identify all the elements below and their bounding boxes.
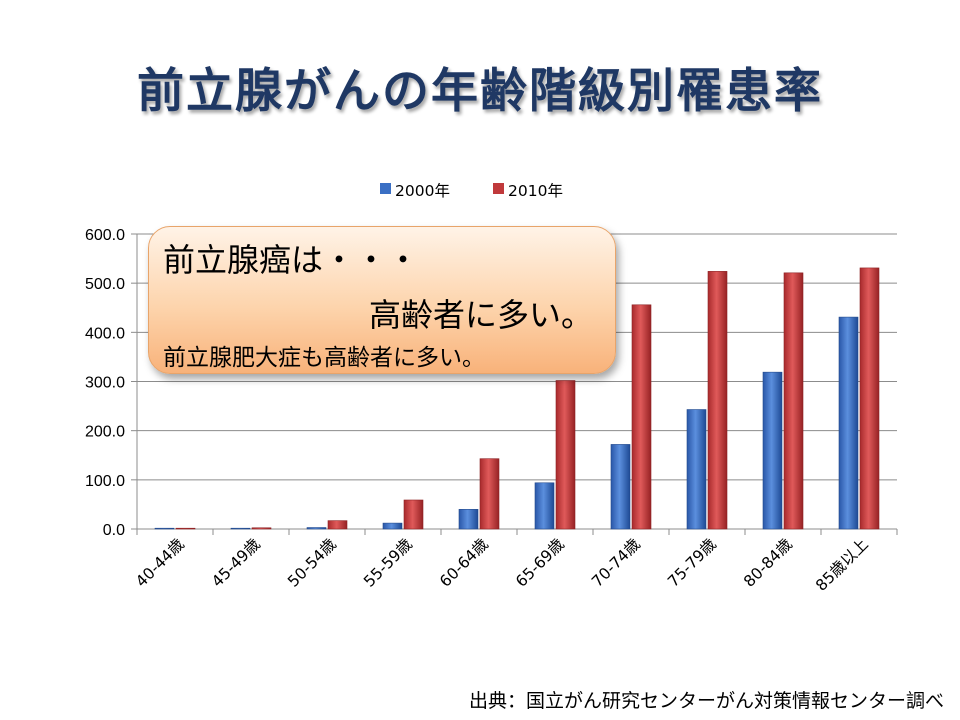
bar-series-1 <box>686 409 707 530</box>
y-tick-labels: 0.0 100.0 200.0 300.0 400.0 500.0 600.0 <box>85 227 125 539</box>
bar-series-2 <box>707 271 728 530</box>
x-category-label: 85歳以上 <box>812 535 872 595</box>
legend-label: 2010年 <box>508 182 563 200</box>
y-tick-label: 100.0 <box>85 473 125 490</box>
x-category-labels: 40-44歳 45-49歳 50-54歳 55-59歳 60-64歳 65-69歳 70-7… <box>132 535 872 595</box>
legend: 2000年 2010年 <box>380 182 563 200</box>
legend-swatch <box>380 183 391 194</box>
x-category-label: 55-59歳 <box>360 535 416 591</box>
x-category-label: 45-49歳 <box>208 535 264 591</box>
bar-series-1 <box>534 482 555 530</box>
bar-series-2 <box>631 304 652 530</box>
slide-title: 前立腺がんの年齢階級別罹患率 <box>137 64 823 119</box>
callout-box: 前立腺癌は・・・ 高齢者に多い。 前立腺肥大症も高齢者に多い。 <box>148 226 616 374</box>
bar-series-1 <box>382 522 403 530</box>
bar-series-2 <box>327 520 348 530</box>
legend-label: 2000年 <box>395 182 450 200</box>
bar-series-1 <box>458 509 479 530</box>
bar-series-1 <box>306 527 327 530</box>
bar-series-1 <box>762 371 783 530</box>
y-tick-label: 600.0 <box>85 227 125 244</box>
y-tick-label: 500.0 <box>85 276 125 293</box>
x-category-label: 65-69歳 <box>512 535 568 591</box>
bar-series-2 <box>555 380 576 530</box>
bar-series-2 <box>403 499 424 530</box>
x-category-label: 70-74歳 <box>588 535 644 591</box>
bar-series-2 <box>783 272 804 530</box>
x-category-label: 80-84歳 <box>740 535 796 591</box>
y-tick-label: 0.0 <box>103 522 125 539</box>
bars <box>154 267 880 530</box>
bar-series-1 <box>154 527 175 530</box>
bar-series-2 <box>859 267 880 530</box>
x-category-label: 50-54歳 <box>284 535 340 591</box>
callout-line-1: 前立腺癌は・・・ <box>163 241 420 279</box>
x-category-label: 75-79歳 <box>664 535 720 591</box>
bar-series-1 <box>610 444 631 530</box>
y-tick-label: 400.0 <box>85 325 125 342</box>
x-category-label: 60-64歳 <box>436 535 492 591</box>
bar-series-1 <box>838 316 859 530</box>
legend-swatch <box>493 183 504 194</box>
callout-line-3: 前立腺肥大症も高齢者に多い。 <box>163 345 485 371</box>
bar-series-2 <box>175 527 196 530</box>
y-tick-label: 200.0 <box>85 424 125 441</box>
bar-series-1 <box>230 527 251 530</box>
callout-line-2: 高齢者に多い。 <box>368 296 593 334</box>
y-tick-label: 300.0 <box>85 375 125 392</box>
x-category-label: 40-44歳 <box>132 535 188 591</box>
bar-series-2 <box>251 527 272 530</box>
bar-series-2 <box>479 458 500 530</box>
source-note: 出典：国立がん研究センターがん対策情報センター調べ <box>468 690 944 712</box>
